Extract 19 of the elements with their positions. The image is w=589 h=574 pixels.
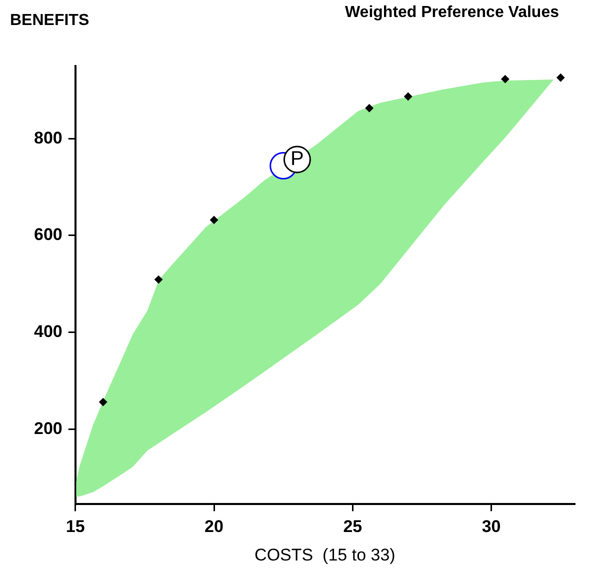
- y-tick-label: 600: [34, 225, 62, 244]
- y-tick-label: 400: [34, 322, 62, 341]
- chart-title: Weighted Preference Values: [344, 4, 559, 22]
- point: [154, 276, 163, 284]
- point: [501, 75, 510, 84]
- x-tick-label: 25: [343, 517, 362, 536]
- x-tick-label: 15: [66, 517, 85, 536]
- point: [556, 74, 565, 82]
- annotation: P: [290, 148, 304, 170]
- x-axis-title: COSTS (15 to 33): [254, 545, 396, 564]
- x-tick-label: 30: [482, 517, 501, 536]
- y-tick-label: 800: [34, 128, 62, 148]
- point: [99, 398, 108, 406]
- x-tick-label: 20: [204, 517, 224, 536]
- point: [210, 216, 218, 224]
- point: [404, 92, 412, 101]
- y-tick-label: 200: [34, 418, 62, 438]
- y-axis-title: BENEFITS: [10, 12, 90, 30]
- point: [365, 104, 374, 112]
